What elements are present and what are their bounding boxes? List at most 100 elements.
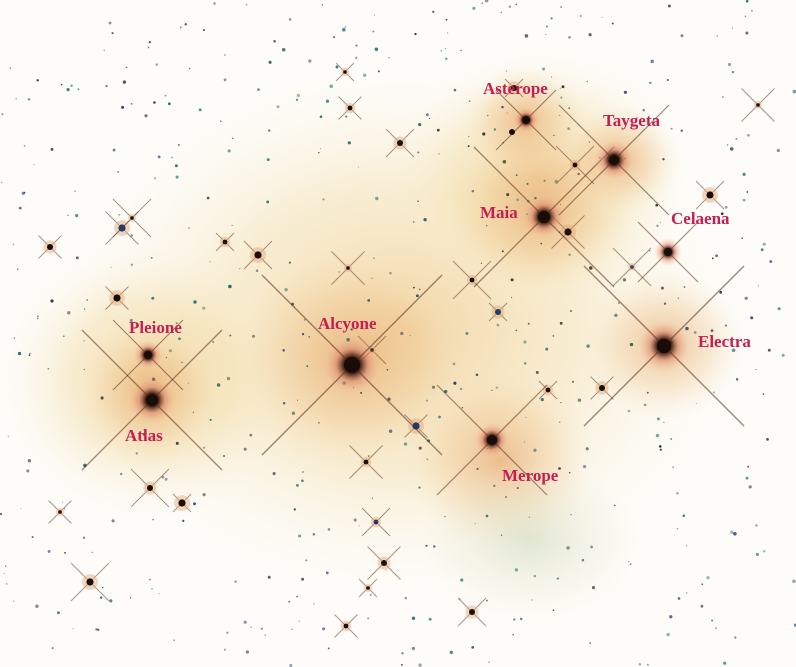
field-star [301, 470, 305, 474]
field-star [291, 628, 293, 630]
field-star [417, 200, 419, 202]
field-star [74, 190, 76, 192]
field-star [75, 256, 79, 260]
field-star [216, 383, 221, 387]
field-star [226, 376, 231, 381]
field-star [412, 220, 415, 223]
field-star [757, 285, 760, 287]
field-star [17, 351, 22, 356]
field-star [151, 296, 155, 300]
field-star [298, 534, 302, 538]
field-star [505, 70, 508, 72]
field-star [720, 212, 724, 216]
star-labels: Asterope Taygeta Maia Celaena Pleione Al… [125, 79, 751, 485]
field-star [551, 76, 553, 78]
field-star [666, 79, 669, 81]
field-star [655, 433, 660, 438]
field-star-bright [338, 96, 362, 120]
field-star [476, 467, 479, 470]
field-star [685, 326, 689, 331]
field-star [500, 11, 503, 14]
field-star [374, 14, 376, 16]
field-star [516, 486, 519, 490]
field-star [110, 266, 112, 268]
field-star [66, 88, 70, 92]
field-star [426, 113, 429, 117]
field-star [579, 15, 582, 17]
field-star [209, 261, 211, 263]
field-star [282, 402, 286, 405]
field-star [475, 373, 479, 377]
field-star [417, 151, 420, 154]
field-star [21, 191, 25, 196]
field-star [129, 318, 133, 322]
field-star [485, 514, 489, 518]
field-star [482, 132, 486, 136]
field-star [101, 586, 104, 589]
field-star [425, 544, 428, 547]
field-star-bright [452, 260, 492, 300]
field-star [525, 416, 527, 418]
field-star [168, 349, 172, 353]
field-star-bright [385, 128, 415, 158]
field-star [12, 243, 15, 246]
nebula-layer [0, 50, 745, 620]
field-star [559, 421, 561, 423]
field-star [175, 441, 179, 445]
field-star-bright [130, 468, 170, 508]
field-star [506, 112, 508, 114]
field-star [353, 518, 357, 522]
field-star [164, 477, 168, 481]
field-star [560, 96, 563, 99]
field-star [174, 164, 178, 168]
field-star [50, 147, 54, 151]
field-star [177, 143, 180, 146]
field-star [666, 632, 670, 637]
field-star [400, 331, 404, 336]
field-star [543, 179, 546, 182]
field-star [148, 41, 151, 44]
field-star [17, 268, 19, 270]
field-star-bright [334, 614, 358, 638]
field-star [746, 191, 749, 193]
field-star-bright [358, 578, 378, 598]
field-star [130, 234, 134, 237]
field-star [318, 151, 320, 154]
field-star [748, 485, 752, 489]
field-star [586, 344, 590, 348]
field-star [545, 25, 548, 28]
field-star [685, 544, 688, 547]
field-star [460, 578, 464, 582]
field-star [656, 417, 660, 421]
field-star [519, 617, 523, 621]
field-star [501, 105, 504, 109]
field-star [577, 398, 582, 402]
field-star-bright [48, 500, 72, 524]
field-star-bright [331, 251, 365, 285]
field-star [355, 44, 358, 47]
star-maia [473, 146, 615, 288]
field-star [742, 172, 746, 177]
field-star [744, 15, 747, 18]
field-star [751, 10, 753, 12]
field-star [444, 47, 447, 50]
field-star [184, 23, 187, 26]
field-star [60, 83, 63, 86]
field-star [111, 519, 115, 523]
field-star [20, 507, 22, 509]
field-star [711, 619, 714, 622]
field-star [36, 315, 40, 318]
field-star [730, 530, 734, 534]
field-star [239, 268, 241, 270]
field-star [327, 647, 330, 650]
field-star [122, 80, 127, 84]
field-star [19, 206, 22, 210]
field-star [713, 391, 716, 394]
field-star [724, 205, 728, 209]
field-star [735, 378, 739, 381]
field-star [62, 335, 65, 338]
field-star [726, 144, 729, 146]
field-star [747, 133, 750, 137]
